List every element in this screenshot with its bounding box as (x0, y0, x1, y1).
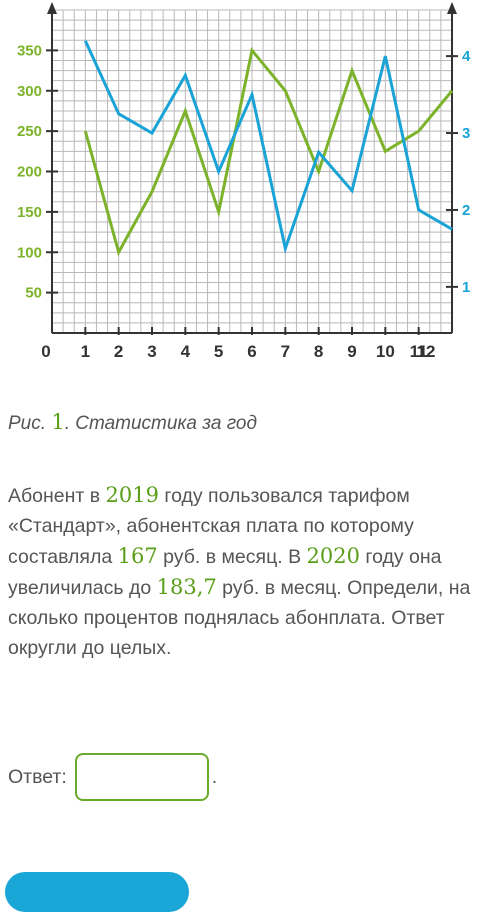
answer-suffix: . (211, 765, 218, 788)
left-tick-label: 100 (17, 244, 42, 261)
left-tick-label: 200 (17, 164, 42, 181)
x-tick-label: 8 (314, 342, 323, 361)
caption-title: . Статистика за год (64, 413, 257, 434)
answer-row: Ответ: . (8, 750, 217, 804)
left-axis-arrow-icon (47, 2, 57, 14)
series-line-blue (83, 40, 453, 254)
x-tick-label: 5 (214, 342, 223, 361)
right-tick-label: 2 (462, 202, 470, 219)
left-axis-ticks: 50 100 150 200 250 300 350 (17, 42, 58, 302)
right-tick-label: 1 (462, 279, 470, 296)
problem-part-2: году пользовался тарифом «Стандарт», або… (8, 485, 414, 568)
x-tick-label: 1 (81, 342, 90, 361)
x-tick-label: 9 (347, 342, 356, 361)
x-tick-label: 10 (376, 342, 395, 361)
figure-caption: Рис. 1. Статистика за год (8, 410, 257, 435)
x-tick-label: 12 (417, 342, 436, 361)
problem-part-1: Абонент в (8, 485, 106, 507)
answer-label: Ответ: (8, 765, 67, 788)
x-tick-label: 4 (181, 342, 191, 361)
left-tick-label: 150 (17, 204, 42, 221)
chart-series (83, 40, 454, 257)
left-tick-label: 350 (17, 42, 42, 59)
left-tick-label: 300 (17, 83, 42, 100)
x-tick-label: 6 (247, 342, 256, 361)
series-line-green (83, 47, 454, 257)
problem-part-5: руб. в месяц. Определи, на сколько проце… (8, 577, 471, 659)
left-tick-label: 250 (17, 123, 42, 140)
left-tick-label: 50 (25, 285, 42, 302)
caption-number: 1 (51, 410, 65, 434)
x-tick-label: 7 (281, 342, 290, 361)
x-tick-label: 11 (410, 342, 428, 361)
problem-price-old: 167 (117, 544, 158, 568)
problem-year-2020: 2020 (306, 544, 360, 568)
x-tick-label: 2 (114, 342, 123, 361)
answer-input[interactable] (74, 753, 209, 801)
right-tick-label: 3 (462, 125, 470, 142)
right-axis-ticks: 1 2 3 4 (446, 48, 471, 296)
problem-price-new: 183,7 (156, 575, 217, 599)
problem-text: Абонент в 2019 году пользовался тарифом … (8, 480, 494, 663)
problem-part-3: руб. в месяц. В (157, 546, 307, 568)
right-axis-arrow-icon (447, 2, 457, 14)
x-tick-label: 3 (147, 342, 156, 361)
right-tick-label: 4 (462, 48, 471, 65)
submit-button[interactable] (5, 872, 189, 912)
x-tick-label: 0 (41, 342, 50, 361)
problem-part-4: году она увеличилась до (8, 546, 442, 599)
problem-year-2019: 2019 (105, 483, 159, 507)
caption-prefix: Рис. (8, 413, 52, 434)
chart-grid (51, 9, 453, 334)
